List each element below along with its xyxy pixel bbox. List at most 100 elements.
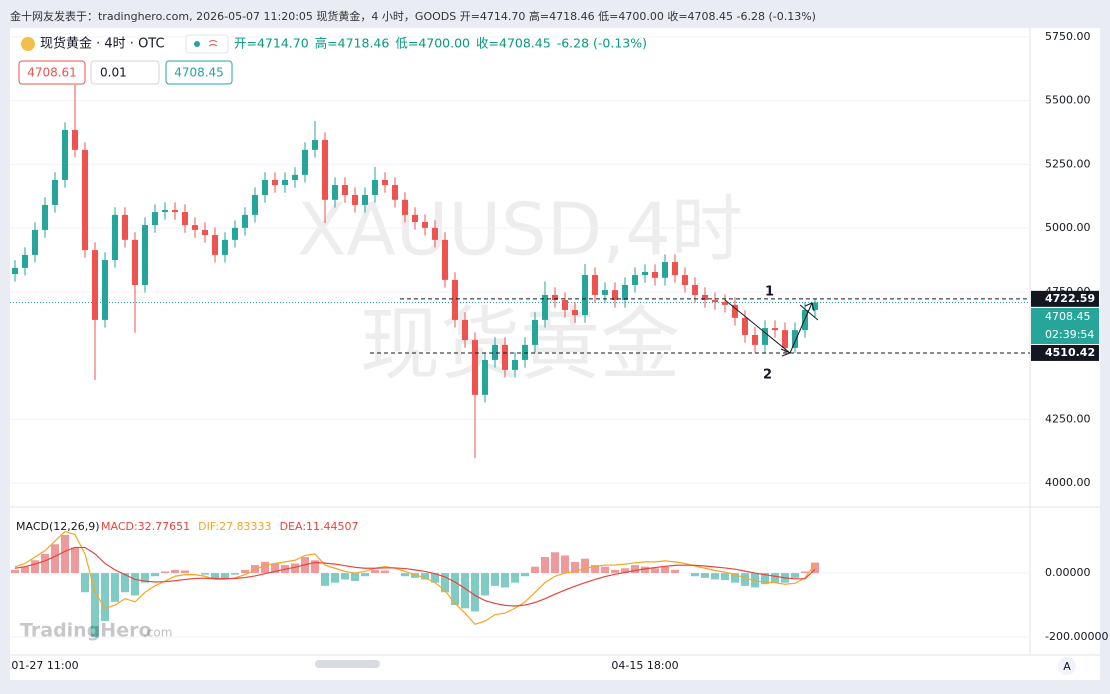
qty: 0.01 <box>100 66 127 80</box>
auto-button[interactable]: A <box>1063 660 1071 673</box>
macd-value: MACD:32.77651 <box>101 520 190 533</box>
macd-bar <box>271 563 279 574</box>
auto-button-bg[interactable] <box>1058 657 1076 675</box>
macd-bar <box>741 573 749 586</box>
y-tick-label: 5250.00 <box>1045 157 1091 170</box>
candle-body <box>652 271 658 278</box>
buy-price: 4708.45 <box>174 66 224 80</box>
candle-body <box>722 302 728 305</box>
macd-bar <box>441 573 449 593</box>
macd-bar <box>331 573 339 583</box>
macd-bar <box>171 569 179 574</box>
macd-bar <box>141 573 149 583</box>
logo-suffix: .com <box>143 626 172 640</box>
symbol-icon <box>21 37 35 51</box>
candle-body <box>102 259 108 320</box>
status-badge[interactable] <box>185 34 229 54</box>
candle-body <box>452 279 458 320</box>
candle-body <box>492 344 498 360</box>
candle-body <box>642 271 648 276</box>
candle-body <box>292 174 298 180</box>
y-tick-label: 5750.00 <box>1045 30 1091 43</box>
scroll-hint[interactable] <box>315 660 380 668</box>
ohlc-value: 收=4708.45 <box>476 36 551 51</box>
candle-body <box>582 275 588 316</box>
candle-body <box>312 139 318 150</box>
candle-body <box>532 319 538 345</box>
macd-bar <box>451 573 459 606</box>
candle-body <box>32 229 38 255</box>
macd-bar <box>731 573 739 583</box>
macd-bar <box>121 573 129 593</box>
candle-body <box>432 227 438 240</box>
candle-body <box>522 344 528 360</box>
ohlc-value: 低=4700.00 <box>395 36 470 51</box>
sell-box[interactable] <box>18 60 86 85</box>
level-label: 1 <box>765 285 774 300</box>
macd-bar <box>541 557 549 574</box>
macd-bar <box>311 560 319 574</box>
level-tag-label: 4510.42 <box>1045 346 1095 359</box>
candle-body <box>662 262 668 278</box>
macd-bar <box>401 573 409 577</box>
candle-body <box>472 340 478 395</box>
qty-box[interactable] <box>90 60 160 85</box>
macd-bar <box>491 573 499 586</box>
y-tick-label: 5500.00 <box>1045 94 1091 107</box>
macd-line <box>14 530 816 625</box>
macd-bar <box>551 552 559 574</box>
candle-body <box>402 199 408 215</box>
candle-body <box>772 328 778 331</box>
candle-body <box>482 359 488 395</box>
y-tick-label: 4250.00 <box>1045 412 1091 425</box>
macd-bar <box>101 573 109 622</box>
candle-body <box>812 302 818 310</box>
candle-body <box>562 300 568 310</box>
candle-body <box>22 254 28 268</box>
candle-body <box>412 214 418 223</box>
candle-body <box>92 250 98 320</box>
macd-bar <box>791 573 799 578</box>
macd-bar <box>381 570 389 574</box>
macd-bar <box>721 573 729 581</box>
macd-bar <box>671 569 679 574</box>
macd-bar <box>661 566 669 574</box>
candle-body <box>282 179 288 186</box>
candle-body <box>42 204 48 230</box>
candle-body <box>732 304 738 318</box>
macd-value: DEA:11.44507 <box>280 520 359 533</box>
macd-bar <box>111 573 119 602</box>
candle-body <box>122 214 128 240</box>
macd-bar <box>591 565 599 574</box>
level-label: 2 <box>763 368 772 383</box>
candle-body <box>372 179 378 195</box>
macd-bar <box>421 573 429 580</box>
candle-body <box>322 139 328 200</box>
candle-body <box>192 225 198 230</box>
watermark: XAUUSD,4时 现货黄金 <box>297 188 743 391</box>
drawing <box>724 299 819 357</box>
macd-bar <box>651 568 659 574</box>
candle-body <box>692 284 698 295</box>
level-tag <box>1031 344 1099 361</box>
macd-bar <box>181 570 189 574</box>
candle-body <box>52 179 58 205</box>
countdown: 02:39:54 <box>1045 328 1094 341</box>
macd-bar <box>21 566 29 574</box>
macd-bar <box>11 569 19 574</box>
macd-bar <box>531 566 539 574</box>
candle-body <box>162 210 168 213</box>
y-tick-label: -200.00000 <box>1045 630 1108 643</box>
macd-bar <box>501 573 509 588</box>
candle-body <box>252 194 258 215</box>
candle-body <box>202 229 208 236</box>
macd-bar <box>71 547 79 574</box>
candle-body <box>592 275 598 295</box>
candle-body <box>622 284 628 301</box>
candle-body <box>222 239 228 255</box>
buy-box[interactable] <box>165 60 233 85</box>
macd-bar <box>631 565 639 574</box>
arrow-head <box>780 348 792 357</box>
logo: TradingHero <box>20 620 152 642</box>
